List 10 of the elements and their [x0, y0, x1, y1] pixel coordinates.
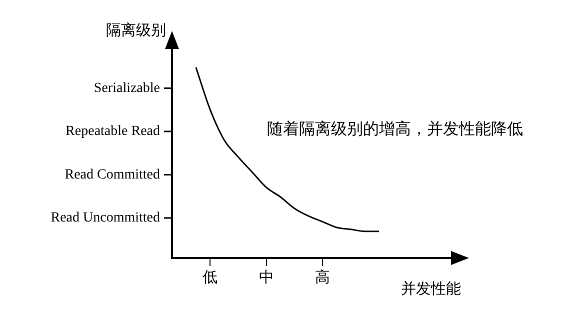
x-tick-label: 低	[202, 268, 218, 286]
annotation: 随着隔离级别的增高，并发性能降低	[267, 119, 523, 138]
text: Read Committed	[64, 167, 160, 182]
x-tick-label: 中	[258, 268, 274, 286]
x-tick-label: 高	[315, 268, 330, 286]
x-axis-title: 并发性能	[401, 279, 461, 298]
text: Serializable	[94, 80, 160, 96]
text: Read Uncommitted	[50, 210, 160, 226]
y-axis-title: 隔离级别	[106, 20, 166, 39]
text: Repeatable Read	[66, 124, 160, 140]
